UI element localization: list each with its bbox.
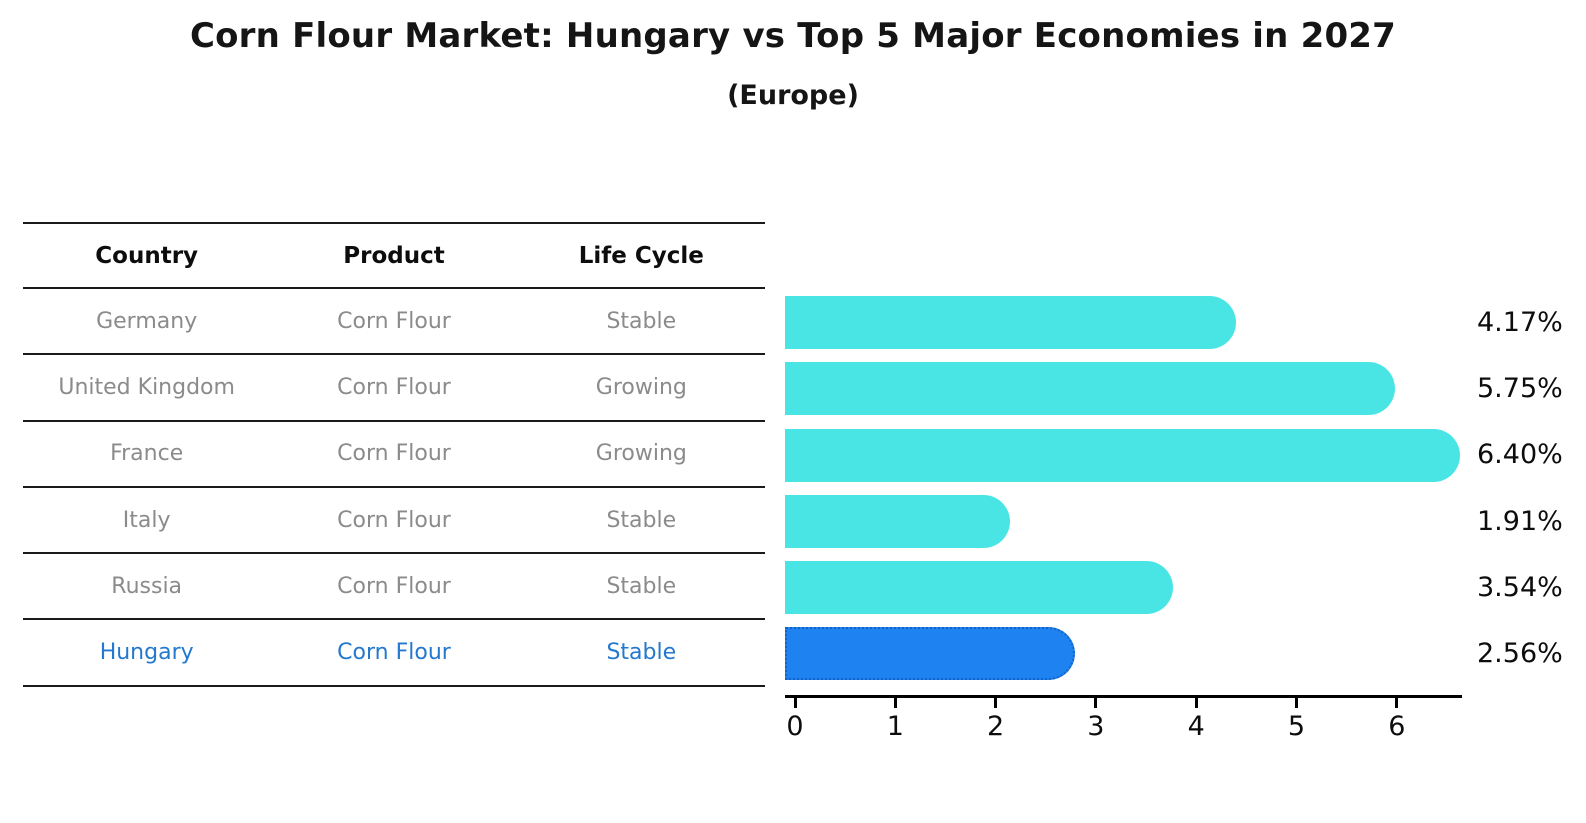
cell-product: Corn Flour — [337, 374, 451, 400]
cell-life-cycle: Stable — [606, 507, 677, 533]
cell-country: Russia — [111, 573, 183, 599]
column-header-country: Country — [95, 242, 199, 269]
country-table: Country Product Life Cycle Germany Corn … — [23, 222, 765, 687]
x-axis-tick-label: 0 — [786, 711, 804, 742]
cell-country: United Kingdom — [58, 374, 235, 400]
bar-russia — [785, 561, 1174, 615]
bar-value-label: 1.91% — [1477, 505, 1563, 537]
bar-value-label: 4.17% — [1477, 306, 1563, 338]
cell-product: Corn Flour — [337, 507, 451, 533]
cell-life-cycle: Stable — [606, 640, 677, 666]
x-axis-tick-mark — [1094, 698, 1098, 708]
x-axis-tick-mark — [893, 698, 897, 708]
chart-title: Corn Flour Market: Hungary vs Top 5 Majo… — [189, 16, 1397, 56]
bar-germany — [785, 296, 1237, 349]
bar-row-germany: 4.17% — [785, 289, 1585, 355]
bar-value-label: 5.75% — [1477, 372, 1563, 404]
x-axis-tick-mark — [1395, 698, 1399, 708]
table-row: Hungary Corn Flour Stable — [23, 620, 765, 687]
x-axis-tick-label: 2 — [987, 711, 1005, 742]
column-header-life-cycle: Life Cycle — [578, 242, 704, 269]
x-axis-tick-mark — [793, 698, 797, 708]
bar-value-label: 2.56% — [1477, 638, 1563, 670]
cell-life-cycle: Stable — [606, 308, 677, 334]
table-row: United Kingdom Corn Flour Growing — [23, 355, 765, 422]
cell-country: Germany — [96, 308, 198, 334]
cell-life-cycle: Growing — [595, 374, 687, 400]
cell-life-cycle: Stable — [606, 573, 677, 599]
bar-plot: 4.17% 5.75% 6.40% 1.91% 3.54% 2.56% — [785, 289, 1585, 687]
table-row: Italy Corn Flour Stable — [23, 488, 765, 555]
bar-united-kingdom — [785, 362, 1395, 416]
cell-product: Corn Flour — [337, 308, 451, 334]
column-header-product: Product — [343, 242, 445, 269]
table-row: Russia Corn Flour Stable — [23, 554, 765, 621]
chart-subtitle: (Europe) — [727, 80, 859, 111]
bar-row-hungary: 2.56% — [785, 620, 1585, 686]
cell-country: Italy — [122, 507, 171, 533]
x-axis-tick-mark — [1194, 698, 1198, 708]
x-axis-tick-label: 1 — [886, 711, 904, 742]
bar-row-france: 6.40% — [785, 422, 1585, 488]
x-axis-tick-label: 6 — [1388, 711, 1406, 742]
cell-country: Hungary — [99, 640, 194, 666]
cell-country: France — [110, 441, 184, 467]
bar-value-label: 6.40% — [1477, 439, 1563, 471]
x-axis-tick-mark — [1295, 698, 1298, 708]
bar-row-italy: 1.91% — [785, 488, 1585, 554]
bar-value-label: 3.54% — [1477, 571, 1563, 603]
x-axis: 0 1 2 3 4 5 6 — [785, 695, 1462, 748]
cell-product: Corn Flour — [337, 640, 451, 666]
table-row: France Corn Flour Growing — [23, 422, 765, 488]
x-axis-tick-label: 3 — [1087, 711, 1105, 742]
bar-france — [785, 428, 1460, 482]
cell-product: Corn Flour — [337, 573, 451, 599]
bar-italy — [785, 494, 1010, 548]
table-header-row: Country Product Life Cycle — [23, 222, 765, 289]
bar-hungary — [785, 627, 1075, 681]
x-axis-tick-mark — [994, 698, 998, 708]
cell-product: Corn Flour — [337, 441, 451, 467]
x-axis-tick-label: 5 — [1287, 711, 1306, 742]
table-row: Germany Corn Flour Stable — [23, 289, 765, 356]
bar-row-united-kingdom: 5.75% — [785, 355, 1585, 421]
x-axis-tick-label: 4 — [1187, 711, 1205, 742]
bar-row-russia: 3.54% — [785, 554, 1585, 620]
cell-life-cycle: Growing — [595, 441, 687, 467]
